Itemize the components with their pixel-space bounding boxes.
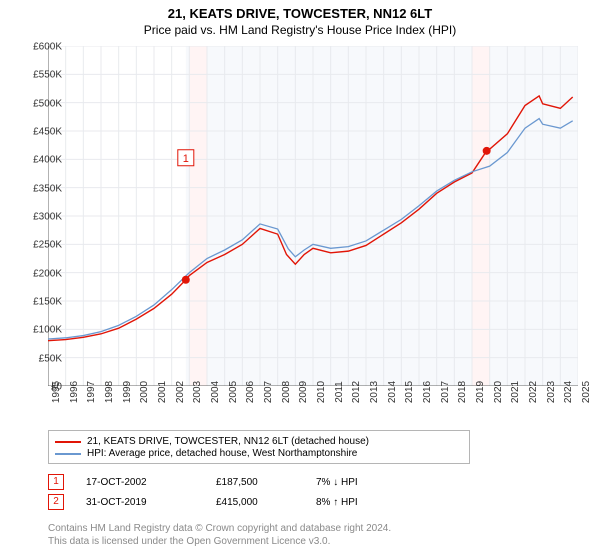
- sale-vs-hpi: 7% ↓ HPI: [316, 477, 416, 488]
- x-tick-label: 2018: [457, 381, 468, 403]
- sale-price: £415,000: [216, 497, 316, 508]
- x-tick-label: 2007: [263, 381, 274, 403]
- x-tick-label: 2015: [404, 381, 415, 403]
- y-tick-label: £300K: [14, 212, 62, 223]
- x-tick-label: 2016: [422, 381, 433, 403]
- y-tick-label: £150K: [14, 297, 62, 308]
- y-tick-label: £50K: [14, 353, 62, 364]
- x-tick-label: 1997: [86, 381, 97, 403]
- footnote: Contains HM Land Registry data © Crown c…: [48, 522, 391, 548]
- x-tick-label: 2020: [493, 381, 504, 403]
- x-tick-label: 2013: [369, 381, 380, 403]
- y-tick-label: £200K: [14, 268, 62, 279]
- x-tick-label: 2023: [546, 381, 557, 403]
- legend-item-hpi: HPI: Average price, detached house, West…: [55, 448, 463, 459]
- x-tick-label: 2011: [334, 381, 345, 403]
- x-tick-label: 2017: [440, 381, 451, 403]
- y-tick-label: £600K: [14, 42, 62, 53]
- x-tick-label: 1995: [51, 381, 62, 403]
- sale-date: 31-OCT-2019: [86, 497, 216, 508]
- x-tick-label: 2003: [192, 381, 203, 403]
- x-tick-label: 2010: [316, 381, 327, 403]
- y-tick-label: £550K: [14, 70, 62, 81]
- y-tick-label: £500K: [14, 98, 62, 109]
- x-tick-label: 2021: [510, 381, 521, 403]
- x-tick-label: 2009: [298, 381, 309, 403]
- y-tick-label: £350K: [14, 183, 62, 194]
- x-tick-label: 1998: [104, 381, 115, 403]
- x-tick-label: 2001: [157, 381, 168, 403]
- svg-text:1: 1: [183, 153, 189, 165]
- table-row: 2 31-OCT-2019 £415,000 8% ↑ HPI: [48, 492, 416, 512]
- legend-item-property: 21, KEATS DRIVE, TOWCESTER, NN12 6LT (de…: [55, 436, 463, 447]
- sale-price: £187,500: [216, 477, 316, 488]
- y-tick-label: £100K: [14, 325, 62, 336]
- y-tick-label: £450K: [14, 127, 62, 138]
- x-tick-label: 2005: [228, 381, 239, 403]
- x-tick-label: 2012: [351, 381, 362, 403]
- x-tick-label: 2019: [475, 381, 486, 403]
- x-tick-label: 2000: [139, 381, 150, 403]
- x-tick-label: 2025: [581, 381, 592, 403]
- x-tick-label: 2024: [563, 381, 574, 403]
- x-tick-label: 2002: [175, 381, 186, 403]
- legend-label: 21, KEATS DRIVE, TOWCESTER, NN12 6LT (de…: [87, 436, 369, 447]
- page-subtitle: Price paid vs. HM Land Registry's House …: [0, 21, 600, 37]
- x-tick-label: 1999: [122, 381, 133, 403]
- x-tick-label: 2022: [528, 381, 539, 403]
- y-tick-label: £400K: [14, 155, 62, 166]
- marker-1: 1: [48, 474, 64, 490]
- x-tick-label: 2008: [281, 381, 292, 403]
- sales-table: 1 17-OCT-2002 £187,500 7% ↓ HPI 2 31-OCT…: [48, 472, 416, 512]
- x-tick-label: 2006: [245, 381, 256, 403]
- legend-label: HPI: Average price, detached house, West…: [87, 448, 357, 459]
- table-row: 1 17-OCT-2002 £187,500 7% ↓ HPI: [48, 472, 416, 492]
- x-tick-label: 1996: [69, 381, 80, 403]
- marker-2: 2: [48, 494, 64, 510]
- page-title: 21, KEATS DRIVE, TOWCESTER, NN12 6LT: [0, 0, 600, 21]
- y-tick-label: £250K: [14, 240, 62, 251]
- x-tick-label: 2004: [210, 381, 221, 403]
- sale-vs-hpi: 8% ↑ HPI: [316, 497, 416, 508]
- legend: 21, KEATS DRIVE, TOWCESTER, NN12 6LT (de…: [48, 430, 470, 464]
- x-tick-label: 2014: [387, 381, 398, 403]
- sale-date: 17-OCT-2002: [86, 477, 216, 488]
- price-chart: 12: [48, 46, 578, 386]
